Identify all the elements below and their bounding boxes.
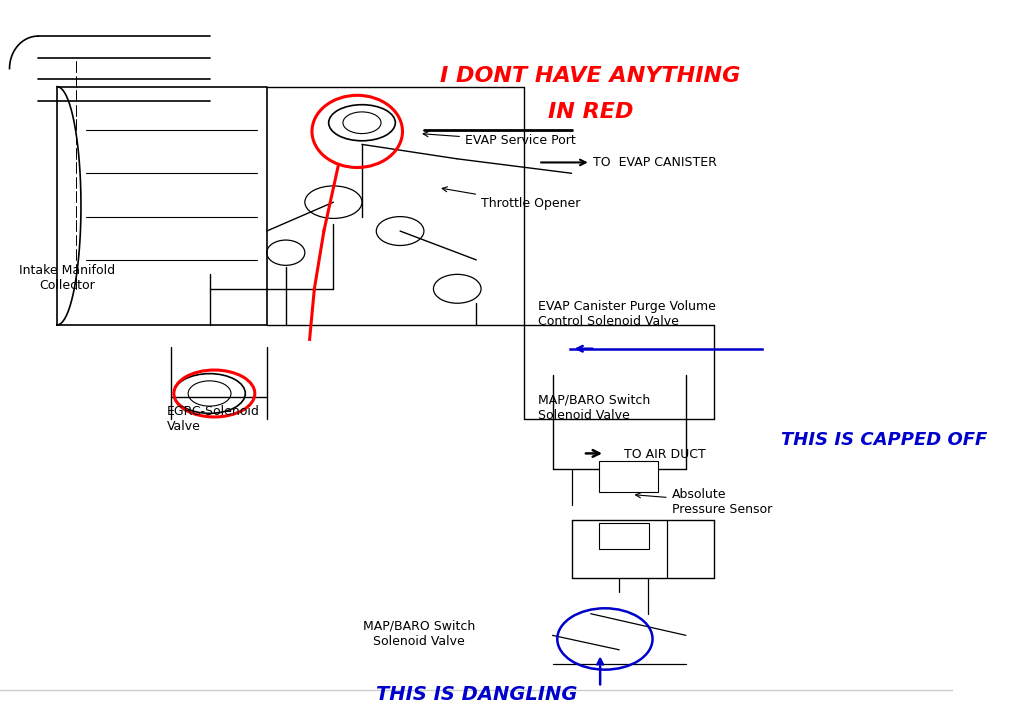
Text: EGRC-Solenoid
Valve: EGRC-Solenoid Valve <box>167 405 259 432</box>
Text: MAP/BARO Switch
Solenoid Valve: MAP/BARO Switch Solenoid Valve <box>538 394 651 422</box>
Text: Intake Manifold
Collector: Intake Manifold Collector <box>18 264 115 292</box>
Text: Absolute
Pressure Sensor: Absolute Pressure Sensor <box>636 488 772 516</box>
Text: TO  EVAP CANISTER: TO EVAP CANISTER <box>593 156 716 169</box>
Text: IN RED: IN RED <box>548 102 634 122</box>
Text: TO AIR DUCT: TO AIR DUCT <box>624 448 706 461</box>
Text: THIS IS CAPPED OFF: THIS IS CAPPED OFF <box>781 432 988 449</box>
FancyBboxPatch shape <box>599 523 649 549</box>
Text: THIS IS DANGLING: THIS IS DANGLING <box>375 685 577 704</box>
Text: EVAP Canister Purge Volume
Control Solenoid Valve: EVAP Canister Purge Volume Control Solen… <box>538 300 716 328</box>
Text: Throttle Opener: Throttle Opener <box>442 187 581 210</box>
Text: I DONT HAVE ANYTHING: I DONT HAVE ANYTHING <box>440 66 740 86</box>
Text: MAP/BARO Switch
Solenoid Valve: MAP/BARO Switch Solenoid Valve <box>363 620 475 648</box>
FancyBboxPatch shape <box>599 461 658 492</box>
Text: EVAP Service Port: EVAP Service Port <box>423 131 576 147</box>
